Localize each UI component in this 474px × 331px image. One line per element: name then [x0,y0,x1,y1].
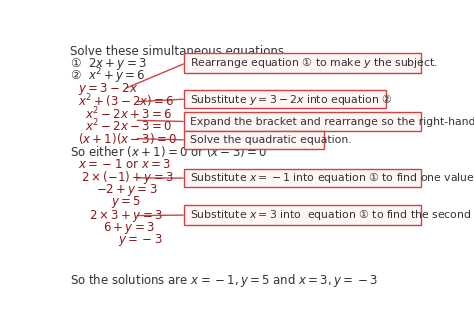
Text: $x^2 - 2x - 3 = 0$: $x^2 - 2x - 3 = 0$ [85,118,172,135]
Text: $2 \times 3 + y = 3$: $2 \times 3 + y = 3$ [89,208,162,223]
Text: $(x + 1)(x - 3) = 0$: $(x + 1)(x - 3) = 0$ [78,131,177,146]
Text: $6 + y = 3$: $6 + y = 3$ [103,220,155,236]
Text: So either $(x + 1) = 0$ or $(x - 3) = 0$: So either $(x + 1) = 0$ or $(x - 3) = 0$ [70,144,267,159]
FancyBboxPatch shape [184,131,324,149]
Text: $y = 3 - 2x$: $y = 3 - 2x$ [78,81,138,97]
FancyBboxPatch shape [184,112,421,131]
Text: $-2 + y = 3$: $-2 + y = 3$ [96,182,157,198]
FancyBboxPatch shape [184,205,421,225]
Text: So the solutions are $x = -1, y = 5$ and $x = 3, y = -3$: So the solutions are $x = -1, y = 5$ and… [70,272,378,289]
Text: Solve the quadratic equation.: Solve the quadratic equation. [191,135,352,145]
Text: $y = -3$: $y = -3$ [118,232,163,248]
Text: Substitute $y = 3 - 2x$ into equation ②: Substitute $y = 3 - 2x$ into equation ② [191,92,393,107]
Text: Solve these simultaneous equations.: Solve these simultaneous equations. [70,45,288,58]
FancyBboxPatch shape [184,53,421,73]
Text: $x = -1$ or $x = 3$: $x = -1$ or $x = 3$ [78,158,171,171]
FancyBboxPatch shape [184,169,421,187]
Text: ②  $x^2 + y = 6$: ② $x^2 + y = 6$ [70,66,146,86]
Text: $x^2 - 2x + 3 = 6$: $x^2 - 2x + 3 = 6$ [85,106,173,122]
FancyBboxPatch shape [184,90,386,108]
Text: ①  $2x + y = 3$: ① $2x + y = 3$ [70,56,147,72]
Text: Substitute $x = -1$ into equation ① to find one value of $y$.: Substitute $x = -1$ into equation ① to f… [191,171,474,185]
Text: $2 \times (-1) + y = 3$: $2 \times (-1) + y = 3$ [82,169,174,186]
Text: Expand the bracket and rearrange so the right-hand side is 0.: Expand the bracket and rearrange so the … [191,117,474,126]
Text: $x^2 + (3 - 2x) = 6$: $x^2 + (3 - 2x) = 6$ [78,93,174,111]
Text: Substitute $x = 3$ into  equation ① to find the second value of $y$.: Substitute $x = 3$ into equation ① to fi… [191,208,474,222]
Text: Rearrange equation ① to make $y$ the subject.: Rearrange equation ① to make $y$ the sub… [191,56,438,70]
Text: $y = 5$: $y = 5$ [110,194,141,210]
